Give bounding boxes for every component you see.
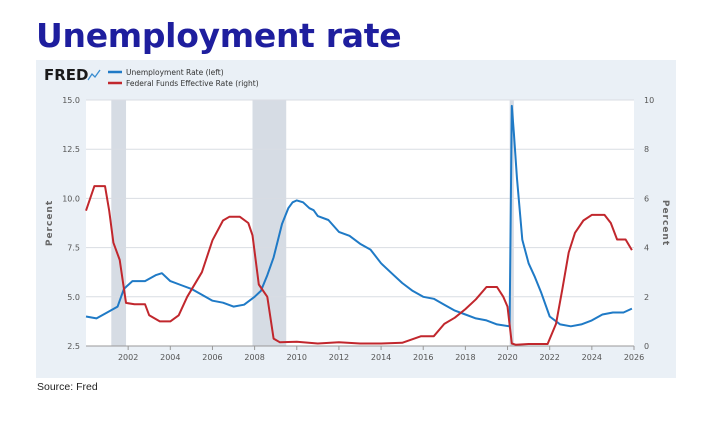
x-tick-label: 2022 <box>540 353 560 362</box>
y-right-axis-title: Percent <box>660 200 670 246</box>
x-tick-label: 2012 <box>329 353 349 362</box>
source-note: Source: Fred <box>37 381 98 393</box>
x-tick-label: 2014 <box>371 353 391 362</box>
y-right-tick-label: 0 <box>644 342 649 351</box>
y-left-tick-label: 15.0 <box>62 96 80 105</box>
fred-line-chart: 2.5 5.0 7.5 10.0 12.5 15.0 0 2 4 6 8 10 2002 2004 2006… <box>44 66 670 362</box>
y-right-tick-label: 10 <box>644 96 654 105</box>
x-tick-label: 2004 <box>160 353 180 362</box>
y-left-tick-label: 5.0 <box>67 293 80 302</box>
chart-panel: 2.5 5.0 7.5 10.0 12.5 15.0 0 2 4 6 8 10 2002 2004 2006… <box>36 60 676 378</box>
fred-logo: FRED <box>44 66 89 84</box>
y-left-tick-label: 7.5 <box>67 244 80 253</box>
x-tick-label: 2002 <box>118 353 138 362</box>
legend-label: Federal Funds Effective Rate (right) <box>126 79 259 88</box>
x-tick-label: 2016 <box>413 353 433 362</box>
y-left-tick-label: 10.0 <box>62 194 80 203</box>
x-tick-label: 2006 <box>202 353 222 362</box>
fed-funds-rate-line <box>85 185 633 346</box>
recession-shade <box>509 100 514 346</box>
x-tick-label: 2018 <box>455 353 475 362</box>
x-tick-label: 2020 <box>497 353 517 362</box>
plot-area <box>86 100 634 346</box>
x-tick-label: 2024 <box>582 353 602 362</box>
y-right-tick-label: 4 <box>644 244 649 253</box>
legend-label: Unemployment Rate (left) <box>126 68 224 77</box>
y-right-tick-label: 6 <box>644 194 649 203</box>
y-right-tick-label: 8 <box>644 145 649 154</box>
x-tick-label: 2008 <box>244 353 264 362</box>
x-tick-label: 2026 <box>624 353 644 362</box>
x-tick-label: 2010 <box>287 353 307 362</box>
y-left-tick-label: 12.5 <box>62 145 80 154</box>
fred-chart-icon <box>87 69 101 81</box>
unemployment-rate-line <box>85 104 633 328</box>
slide-title: Unemployment rate <box>36 16 402 55</box>
y-right-tick-label: 2 <box>644 293 649 302</box>
y-left-tick-label: 2.5 <box>67 342 80 351</box>
y-left-axis-title: Percent <box>45 200 55 246</box>
